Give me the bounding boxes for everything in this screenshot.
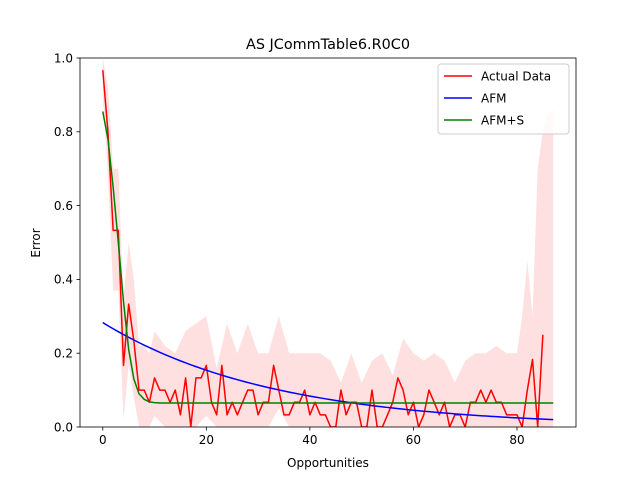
- series-line-1: [102, 321, 554, 421]
- y-tick-label: 0.8: [54, 125, 73, 139]
- y-tick-label: 1.0: [54, 51, 73, 65]
- x-tick-label: 20: [199, 433, 214, 447]
- x-tick-label: 80: [509, 433, 524, 447]
- x-axis-label: Opportunities: [287, 456, 369, 470]
- chart-title: AS JCommTable6.R0C0: [246, 37, 410, 53]
- plot-clip-group: [102, 58, 554, 427]
- x-tick-label: 60: [406, 433, 421, 447]
- y-tick-label: 0.0: [54, 420, 73, 434]
- confidence-band: [102, 58, 554, 427]
- legend-label: Actual Data: [481, 70, 551, 84]
- y-tick-label: 0.4: [54, 273, 73, 287]
- legend-label: AFM+S: [481, 114, 524, 128]
- x-tick-label: 40: [302, 433, 317, 447]
- plot-area: [102, 58, 554, 427]
- axes-frame: [79, 57, 577, 428]
- y-tick-label: 0.6: [54, 199, 73, 213]
- legend: Actual Data AFM AFM+S: [437, 63, 570, 135]
- legend-box: [437, 63, 570, 135]
- series-line-0: [102, 70, 544, 427]
- y-axis-label: Error: [29, 228, 43, 257]
- y-tick-label: 0.2: [54, 347, 73, 361]
- axes: 0 20 40 60 80 0.0 0.2 0.4 0.6 0.8 1.0: [54, 51, 577, 447]
- series-line-2: [102, 111, 554, 404]
- x-tick-label: 0: [99, 433, 107, 447]
- legend-label: AFM: [481, 92, 506, 106]
